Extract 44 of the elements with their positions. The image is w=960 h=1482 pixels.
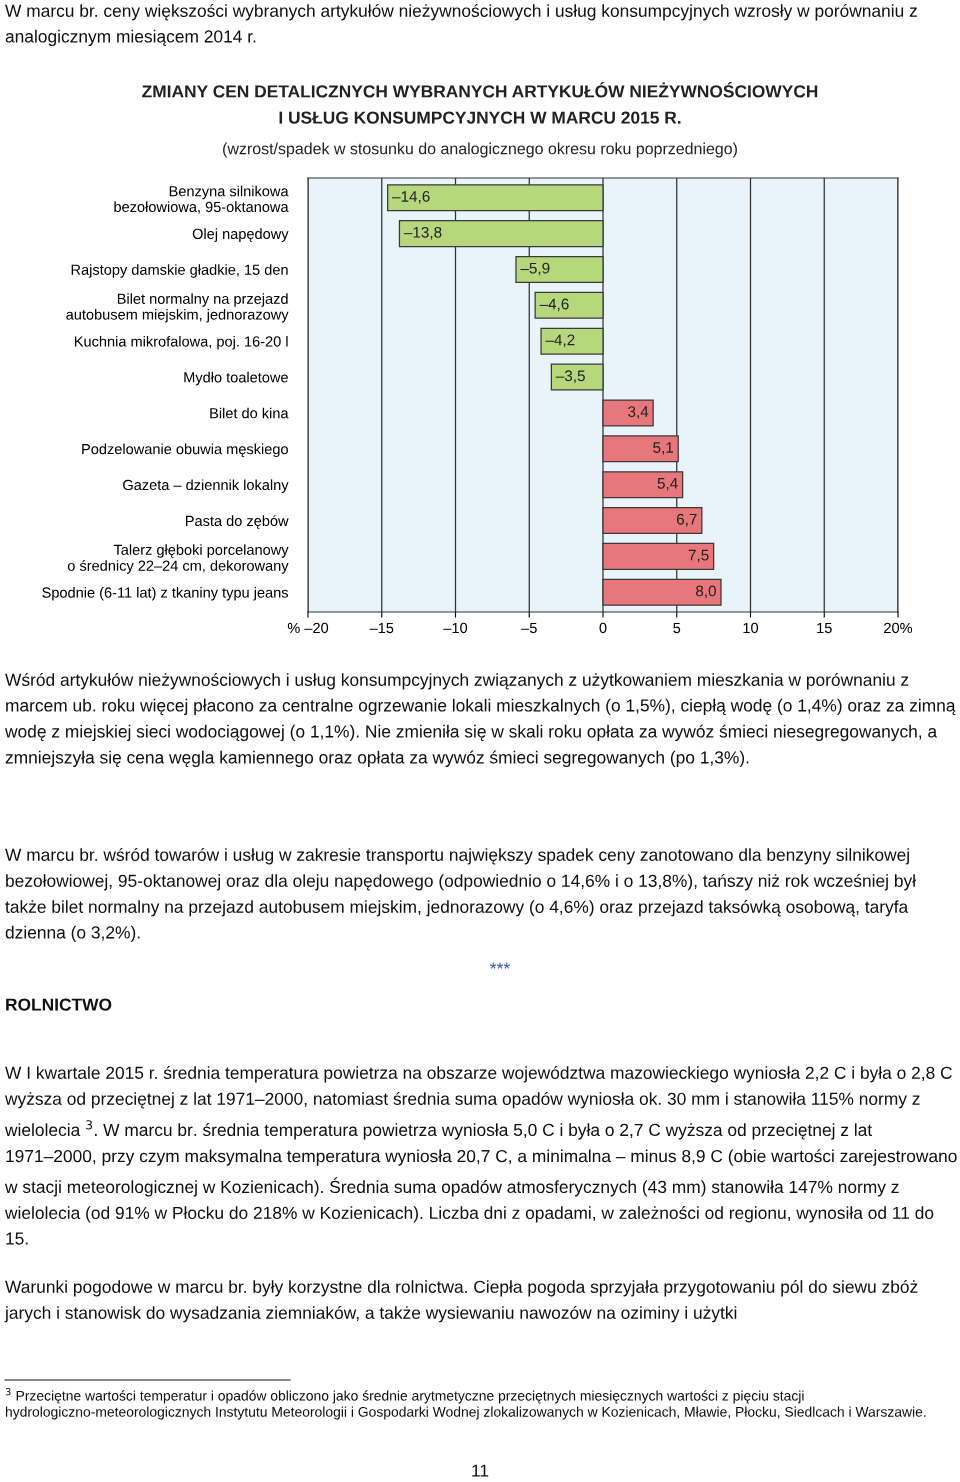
data-label: –3,5 [555,370,585,383]
y-tick-label: Gazeta – dziennik lokalny [123,479,289,493]
x-tick-label: 10 [743,622,759,634]
x-tick-label: 20% [884,622,913,634]
text: W marcu br. ceny większości wybranych artykułów nieżywnościowych i usług konsumpcyjnych wzrosły w porównaniu z analogicznym miesiącem 2014 r. [5,4,917,47]
data-label: 8,0 [696,585,716,599]
x-tick-label: % –20 [287,622,329,634]
y-tick-label: Rajstopy damskie gładkie, 15 den [71,264,288,278]
text: 11 [472,1464,489,1477]
data-label: –4,2 [545,334,575,348]
x-tick-label: 0 [599,622,607,634]
x-tick-label: –5 [521,622,537,634]
y-tick-label: Mydło toaletowe [184,371,288,386]
y-tick-label: Podzelowanie obuwia męskiego [82,443,288,458]
y-tick-label: Kuchnia mikrofalowa, poj. 16-20 l [74,335,288,350]
text: $^{3}$ Przeciętne wartości temperatur i opadów obliczono jako średnie arytmetyczne przeciętnych miesięcznych wartości z pięciu stacji hydrologiczno-meteorologicznych Instytutu Meteorologii i Gospodarki Wodnej zlokalizowanych w Kozienicach, Mławie, Płocku, Siedlcach i Warszawie. [5,1388,926,1420]
y-tick-label: Bilet normalny na przejazd autobusem miejskim, jednorazowy [66,293,289,323]
data-label: 3,4 [628,406,649,419]
data-label: –5,9 [520,262,550,276]
text: W marcu br. wśród towarów i usług w zakresie transportu największy spadek ceny zanotowano dla benzyny silnikowej bezołowiowej, 95-oktanowej oraz dla oleju napędowego (odpowiednio o 14,6% i o 13,8%), tańszy niż rok wcześniej był także bilet normalny na przejazd autobusem miejskim, jednorazowy (o 4,6%) oraz przejazd taksówką osobową, taryfa dzienna (o 3,2%). [5,848,916,942]
data-label: –13,8 [403,226,442,240]
x-tick-label: –10 [443,622,468,634]
text: W I kwartale 2015 r. średnia temperatura powietrza na obszarze województwa mazowieckiego wyniosła 2,2 C i była o 2,8 C wyższa od przeciętnej z lat 1971–2000, natomiast średnia suma opadów wyniosła ok. 30 mm i stanowiła 115% normy z wielolecia $^{3}$. W marcu br. średnia temperatura powietrza wyniosła 5,0 C i była o 2,7 C wyższa od przeciętnej z lat 1971–2000, przy czym maksymalna temperatura wyniosła 20,7 C, a minimalna – minus 8,9 C (obie wartości zarejestrowano w stacji meteorologicznej w Kozienicach). Średnia suma opadów atmosferycznych (43 mm) stanowiła 147% normy z wielolecia (od 91% w Płocku do 218% w Kozienicach). Liczba dni z opadami, w zależności od regionu, wynosiła od 11 do 15. [4,1066,957,1245]
y-tick-label: Benzyna silnikowa bezołowiowa, 95-oktanowa [114,185,289,214]
data-label: 7,5 [688,549,709,563]
y-tick-label: Talerz głęboki porcelanowy o średnicy 22–24 cm, dekorowany [67,544,289,574]
x-tick-label: 15 [817,622,832,634]
y-tick-label: Pasta do zębów [185,515,289,529]
chart-subtitle: (wzrost/spadek w stosunku do analogicznego okresu roku poprzedniego) [223,142,737,158]
chart-title: ZMIANY CEN DETALICZNYCH WYBRANYCH ARTYKUŁÓW NIEŻYWNOŚCIOWYCH I USŁUG KONSUMPCYJNYCH W MARCU 2015 R. [142,81,818,124]
data-label: –4,6 [539,298,569,312]
data-label: 5,4 [657,478,678,491]
x-tick-label: –15 [369,622,394,634]
x-tick-label: 5 [673,622,681,634]
text: ROLNICTWO [6,998,112,1011]
text: Warunki pogodowe w marcu br. były korzystne dla rolnictwa. Ciepła pogoda sprzyjała przygotowaniu pól do siewu zbóż jarych i stanowisk do wysadzania ziemniaków, a także wysiewaniu nawozów na oziminy i użytki [4,1280,918,1323]
y-tick-label: Olej napędowy [192,228,289,242]
y-tick-label: Bilet do kina [210,407,289,419]
data-label: 6,7 [676,513,697,527]
data-label: –14,6 [392,191,430,204]
text: Wśród artykułów nieżywnościowych i usług konsumpcyjnych związanych z użytkowaniem mieszkania w porównaniu z marcem ub. roku więcej płacono za centralne ogrzewanie lokali mieszkalnych (o 1,5%), ciepłą wodę (o 1,4%) oraz za zimną wodę z miejskiej sieci wodociągowej (o 1,1%). Nie zmieniła się w skali roku opłata za wywóz śmieci niesegregowanych, a zmniejszyła się cena węgla kamiennego oraz opłata za wywóz śmieci segregowanych (po 1,3%). [4,673,956,768]
y-tick-label: Spodnie (6-11 lat) z tkaniny typu jeans [42,586,289,601]
text: *** [490,962,510,969]
data-label: 5,1 [653,442,674,455]
